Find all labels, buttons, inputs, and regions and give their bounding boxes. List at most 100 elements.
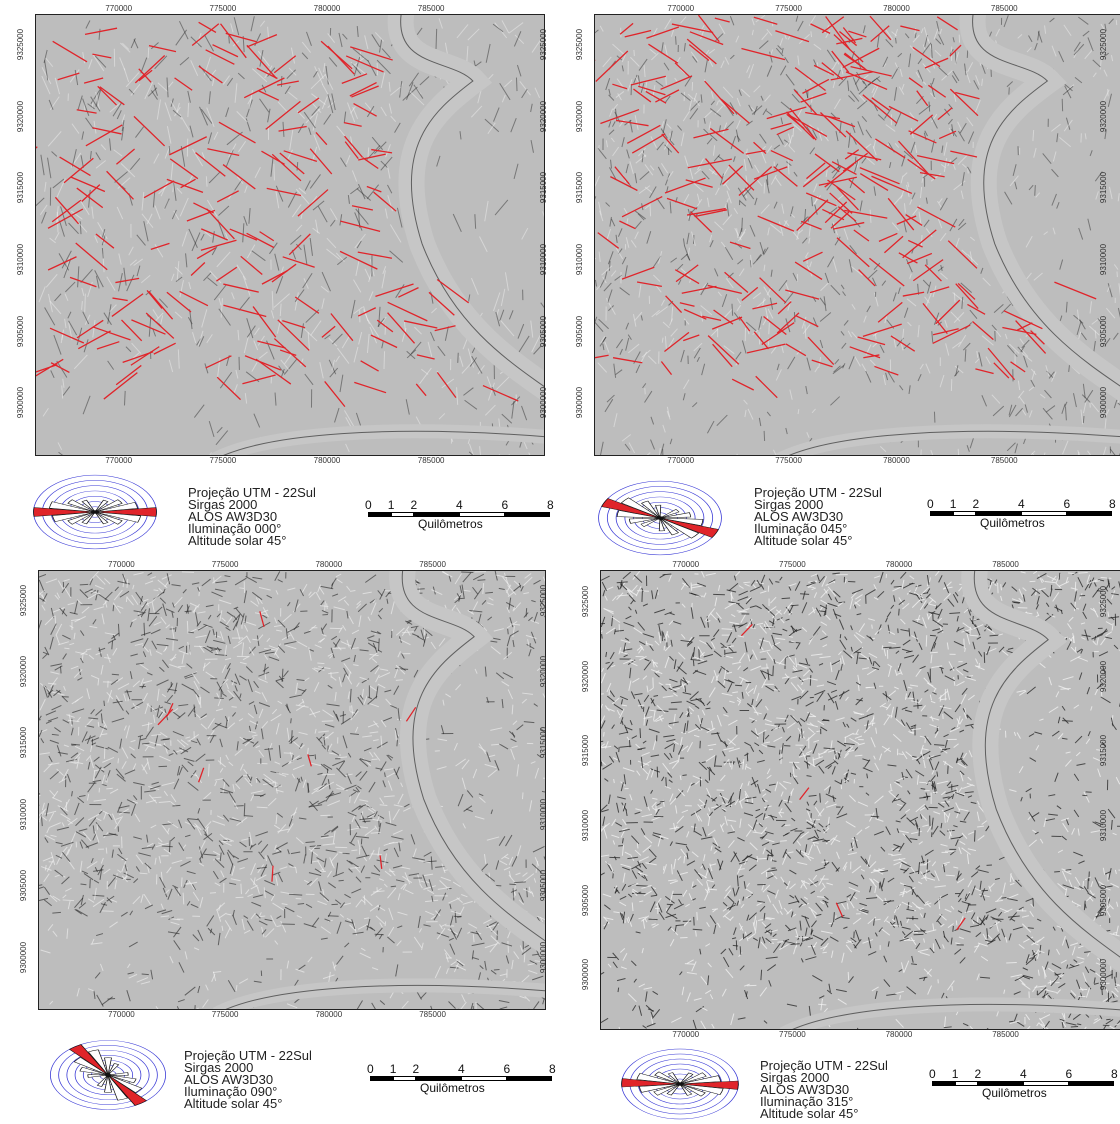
y-tick-label: 9300000 xyxy=(16,387,26,419)
y-tick-label: 9320000 xyxy=(539,100,549,132)
relief-texture xyxy=(601,571,1120,1029)
scale-number: 0 xyxy=(367,1062,374,1076)
scale-segment xyxy=(370,1076,393,1081)
river xyxy=(212,571,545,1009)
legend-line: Iluminação 000° xyxy=(188,521,282,536)
x-tick-label: 780000 xyxy=(315,1010,343,1019)
rose-petal xyxy=(659,509,680,519)
rose-petal xyxy=(638,1083,681,1093)
legend-line: Altitude solar 45° xyxy=(184,1096,283,1111)
scale-number: 6 xyxy=(503,1062,511,1076)
x-tick-label: 775000 xyxy=(211,1010,239,1019)
map-canvas xyxy=(601,571,1120,1029)
rose-petal xyxy=(679,1072,694,1085)
rose-petal xyxy=(94,507,157,517)
rose-petal xyxy=(679,1080,739,1090)
scale-segment xyxy=(952,511,976,516)
y-tick-label: 9320000 xyxy=(1099,100,1109,132)
lineaments xyxy=(36,21,519,408)
scale-number: 4 xyxy=(456,498,463,512)
scale-number: 2 xyxy=(974,1067,982,1081)
legend-line: Altitude solar 45° xyxy=(760,1106,859,1121)
rose-ring xyxy=(58,1045,158,1105)
rose-ring xyxy=(74,1055,142,1095)
y-tick-label: 9315000 xyxy=(539,172,549,204)
hillshade-map xyxy=(35,14,545,456)
legend-line: Iluminação 045° xyxy=(754,521,848,536)
y-tick-label: 9315000 xyxy=(539,727,549,759)
x-tick-label: 780000 xyxy=(313,4,341,13)
y-tick-label: 9320000 xyxy=(1099,660,1109,692)
river xyxy=(775,15,1120,455)
rose-petal xyxy=(104,1057,112,1076)
scale-number: 0 xyxy=(929,1067,936,1081)
scale-number: 8 xyxy=(1109,497,1116,511)
map-panel-illumination-045: Projeção UTM - 22Sul Sirgas 2000 ALOS AW… xyxy=(560,0,1120,560)
rose-petal xyxy=(94,511,109,525)
rose-petal xyxy=(679,1083,706,1097)
map-panel-illumination-000: Projeção UTM - 22Sul Sirgas 2000 ALOS AW… xyxy=(0,0,560,560)
rose-petal xyxy=(107,1074,143,1094)
y-tick-label: 9300000 xyxy=(581,959,591,991)
rose-diagram xyxy=(33,474,157,550)
y-tick-label: 9305000 xyxy=(539,315,549,347)
x-tick-label: 775000 xyxy=(211,560,239,569)
rose-petal xyxy=(94,499,109,513)
rose-petal xyxy=(654,1071,681,1085)
y-tick-label: 9325000 xyxy=(581,585,591,618)
rose-petal xyxy=(636,1072,681,1085)
scale-bar-graphic xyxy=(932,1081,1114,1086)
legend-line: Projeção UTM - 22Sul xyxy=(188,485,316,500)
y-tick-label: 9325000 xyxy=(1099,585,1109,618)
hillshade-map xyxy=(38,570,546,1010)
y-tick-label: 9320000 xyxy=(16,100,26,132)
y-tick-label: 9310000 xyxy=(1099,243,1109,276)
rose-petal xyxy=(667,1072,681,1085)
y-tick-label: 9315000 xyxy=(575,172,585,204)
rose-ring xyxy=(615,491,705,545)
river xyxy=(779,571,1120,1029)
legend-line: ALOS AW3D30 xyxy=(760,1082,850,1097)
scale-number: 1 xyxy=(951,1067,959,1081)
x-tick-label: 780000 xyxy=(883,456,910,465)
rose-petal xyxy=(48,501,96,513)
y-tick-label: 9305000 xyxy=(19,870,29,902)
rose-petal xyxy=(640,500,661,519)
scale-number: 4 xyxy=(458,1062,465,1076)
x-tick-label: 775000 xyxy=(779,1030,806,1039)
rose-petal xyxy=(87,1049,109,1076)
legend-line: Projeção UTM - 22Sul xyxy=(184,1048,312,1063)
rose-ring xyxy=(50,1040,166,1110)
rose-diagram xyxy=(621,1048,739,1120)
legend-line: Sirgas 2000 xyxy=(184,1060,254,1075)
rose-petal xyxy=(107,1063,120,1076)
rose-petal xyxy=(94,502,139,513)
rose-petal xyxy=(679,1083,693,1096)
scale-segment xyxy=(1021,511,1067,516)
rose-petal xyxy=(679,1072,707,1085)
rose-petal xyxy=(94,499,123,513)
rose-petal xyxy=(107,1074,137,1084)
legend-block: Projeção UTM - 22Sul Sirgas 2000 ALOS AW… xyxy=(754,486,882,547)
x-tick-label: 770000 xyxy=(105,456,133,465)
y-tick-label: 9310000 xyxy=(16,243,26,276)
scale-bar: 0 1 2 4 6 8 Quilômetros xyxy=(929,1067,1118,1101)
y-tick-label: 9320000 xyxy=(581,660,591,692)
map-panel-illumination-090: Projeção UTM - 22Sul Sirgas 2000 ALOS AW… xyxy=(0,560,560,1124)
scale-bar: 0 1 2 4 6 8 Quilômetros xyxy=(365,498,554,532)
scale-segment xyxy=(954,1081,978,1086)
scale-segment xyxy=(1023,1081,1069,1086)
y-tick-label: 9305000 xyxy=(16,315,26,347)
lineaments xyxy=(157,611,417,882)
legend-line: Iluminação 315° xyxy=(760,1094,854,1109)
rose-petal xyxy=(68,1044,109,1076)
x-tick-label: 770000 xyxy=(108,1010,135,1019)
scale-segment xyxy=(459,512,505,517)
x-tick-label: 780000 xyxy=(885,560,913,569)
scale-segment xyxy=(413,512,459,517)
y-tick-label: 9320000 xyxy=(19,655,29,688)
lineaments xyxy=(595,15,1097,399)
scale-number: 2 xyxy=(412,1062,420,1076)
scale-unit-label: Quilômetros xyxy=(980,516,1045,530)
legend-block: Projeção UTM - 22Sul Sirgas 2000 ALOS AW… xyxy=(184,1048,312,1111)
